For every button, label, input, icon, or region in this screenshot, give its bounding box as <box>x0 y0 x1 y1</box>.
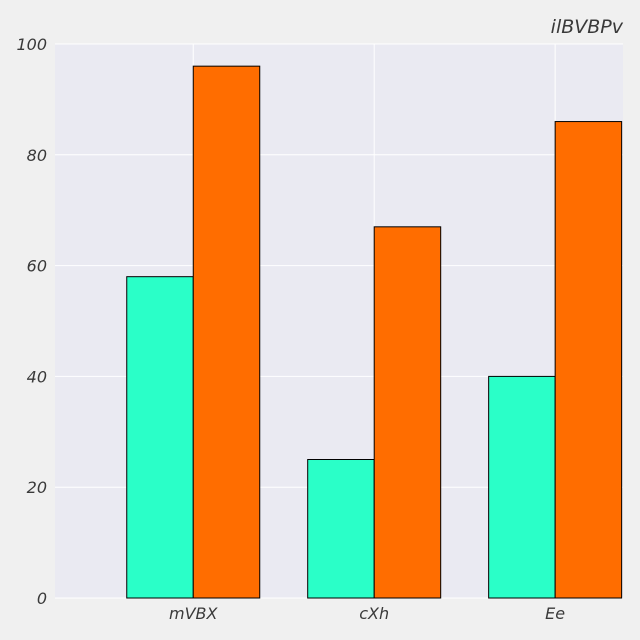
y-tick-label: 20 <box>27 478 47 497</box>
y-axis-ticks: 0 20 40 60 80 100 <box>16 35 47 608</box>
bar-cXh-series-2 <box>373 226 442 599</box>
x-axis-ticks: mVBX cXh Ee <box>169 604 565 623</box>
bars <box>126 65 623 599</box>
bar-Ee-series-1 <box>488 375 556 599</box>
y-tick-label: 60 <box>27 257 47 276</box>
bar-mVBX-series-2 <box>192 65 261 599</box>
bar-Ee-series-2 <box>554 121 623 599</box>
bar-cXh-series-1 <box>307 459 375 599</box>
x-tick-label: Ee <box>545 604 565 623</box>
y-tick-label: 80 <box>27 146 47 165</box>
bar-mVBX-series-1 <box>126 276 194 599</box>
x-tick-label: mVBX <box>169 604 219 623</box>
chart-title: ilBVBPv <box>551 16 624 38</box>
x-tick-label: cXh <box>359 604 389 623</box>
y-tick-label: 0 <box>37 589 47 608</box>
y-tick-label: 40 <box>27 367 47 386</box>
y-tick-label: 100 <box>16 35 47 54</box>
